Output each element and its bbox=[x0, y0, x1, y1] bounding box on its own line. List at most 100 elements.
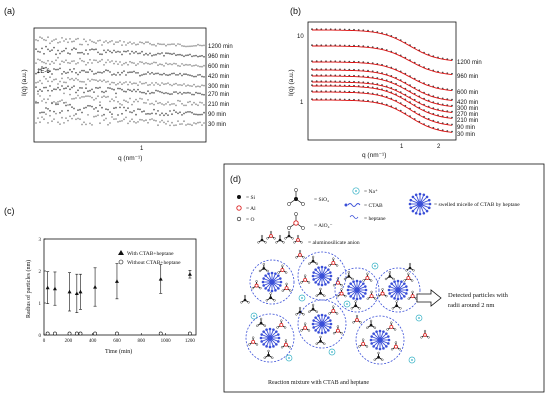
panel-a-point bbox=[175, 104, 177, 107]
panel-a-point bbox=[123, 41, 125, 43]
panel-a-point bbox=[135, 64, 137, 67]
panel-a-point bbox=[41, 100, 43, 102]
panel-b-curve-label: 270 min bbox=[457, 112, 478, 118]
panel-a-point bbox=[141, 110, 143, 113]
legend-without-ctab: Without CTAB+heptane bbox=[127, 260, 181, 266]
panel-a-point bbox=[69, 88, 71, 91]
panel-a-point bbox=[141, 91, 143, 94]
panel-a-point bbox=[167, 74, 169, 77]
panel-a-point bbox=[47, 122, 49, 124]
panel-a-point bbox=[37, 50, 39, 53]
panel-a-point bbox=[175, 63, 177, 65]
panel-a-point bbox=[201, 124, 203, 126]
panel-a-point bbox=[183, 91, 185, 94]
panel-a-point bbox=[127, 63, 129, 66]
panel-a-point bbox=[155, 112, 157, 115]
panel-a-point bbox=[109, 87, 111, 89]
panel-a-point bbox=[157, 83, 159, 85]
panel-a-point bbox=[187, 45, 189, 48]
panel-a-point bbox=[169, 63, 171, 65]
panel-a-point bbox=[137, 43, 139, 46]
panel-a-point bbox=[173, 43, 175, 45]
panel-a-point bbox=[133, 82, 135, 85]
panel-a-point bbox=[151, 118, 153, 120]
panel-a-point bbox=[77, 89, 79, 92]
panel-b-fit-line bbox=[312, 85, 453, 119]
panel-a-point bbox=[145, 81, 147, 84]
panel-a-point bbox=[125, 116, 127, 119]
panel-a-point bbox=[129, 60, 131, 63]
panel-a-point bbox=[147, 71, 149, 74]
panel-a-point bbox=[173, 62, 175, 65]
panel-b-curve-label: 300 min bbox=[457, 106, 478, 112]
panel-a-point bbox=[65, 81, 67, 84]
panel-a-point bbox=[123, 70, 125, 72]
panel-a-point bbox=[167, 63, 169, 66]
panel-a-point bbox=[189, 74, 191, 77]
panel-a-point bbox=[141, 74, 143, 76]
panel-a-point bbox=[111, 116, 113, 118]
panel-a-point bbox=[39, 79, 41, 82]
panel-a-point bbox=[119, 81, 121, 84]
panel-a-point bbox=[57, 68, 59, 71]
panel-a-point bbox=[49, 50, 51, 52]
panel-a-point bbox=[35, 102, 37, 104]
detected-line-2: radii around 2 nm bbox=[448, 302, 494, 309]
panel-a-point bbox=[131, 71, 133, 74]
panel-a-point bbox=[181, 123, 183, 125]
panel-a-point bbox=[117, 100, 119, 103]
panel-a-scatter-points bbox=[35, 36, 205, 127]
panel-a-point bbox=[57, 86, 59, 89]
panel-a-point bbox=[93, 73, 95, 75]
panel-a-point bbox=[119, 87, 121, 90]
panel-a-point bbox=[125, 50, 127, 53]
micelle-cluster bbox=[249, 259, 295, 305]
panel-a-point bbox=[95, 106, 97, 109]
reaction-mixture-illustration bbox=[240, 249, 430, 365]
panel-c-triangle-point bbox=[114, 279, 119, 283]
panel-a-point bbox=[49, 114, 51, 117]
panel-a-point bbox=[91, 105, 93, 108]
panel-a-point bbox=[111, 98, 113, 100]
panel-a-point bbox=[127, 122, 129, 125]
panel-a-point bbox=[155, 100, 157, 103]
panel-a-point bbox=[43, 86, 45, 89]
panel-a-point bbox=[49, 70, 51, 73]
panel-a-point bbox=[153, 43, 155, 46]
panel-a-point bbox=[81, 96, 83, 98]
panel-a-point bbox=[171, 113, 173, 116]
panel-a-point bbox=[131, 43, 133, 45]
panel-a-point bbox=[171, 103, 173, 105]
panel-a-point bbox=[195, 103, 197, 106]
panel-a-point bbox=[55, 102, 57, 104]
panel-a-point bbox=[57, 103, 59, 106]
panel-a-point bbox=[107, 87, 109, 89]
panel-a-point bbox=[135, 43, 137, 46]
panel-a-point bbox=[151, 54, 153, 57]
panel-a-point bbox=[101, 80, 103, 83]
panel-a-point bbox=[103, 41, 105, 43]
panel-a-point bbox=[105, 96, 107, 99]
panel-a-point bbox=[185, 54, 187, 57]
panel-a-point bbox=[73, 79, 75, 82]
panel-a-point bbox=[47, 59, 49, 62]
panel-a-point bbox=[167, 92, 169, 95]
panel-a-point bbox=[41, 111, 43, 114]
panel-a-point bbox=[153, 84, 155, 86]
panel-a-point bbox=[203, 44, 205, 47]
panel-a-xlabel: q (nm⁻¹) bbox=[118, 155, 142, 162]
legend-ctab: = CTAB bbox=[364, 203, 383, 209]
panel-a-point bbox=[149, 92, 151, 95]
panel-a-point bbox=[101, 114, 103, 117]
panel-a-point bbox=[181, 93, 183, 95]
panel-a-point bbox=[149, 113, 151, 115]
panel-a-point bbox=[117, 50, 119, 53]
panel-a-point bbox=[69, 103, 71, 106]
panel-a-point bbox=[89, 105, 91, 107]
panel-a-point bbox=[151, 62, 153, 65]
panel-a-point bbox=[129, 41, 131, 43]
panel-a-point bbox=[83, 69, 85, 72]
panel-a-point bbox=[43, 118, 45, 121]
panel-a-point bbox=[117, 82, 119, 85]
